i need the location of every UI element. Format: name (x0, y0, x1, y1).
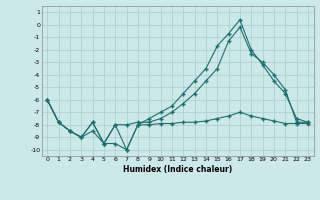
X-axis label: Humidex (Indice chaleur): Humidex (Indice chaleur) (123, 165, 232, 174)
